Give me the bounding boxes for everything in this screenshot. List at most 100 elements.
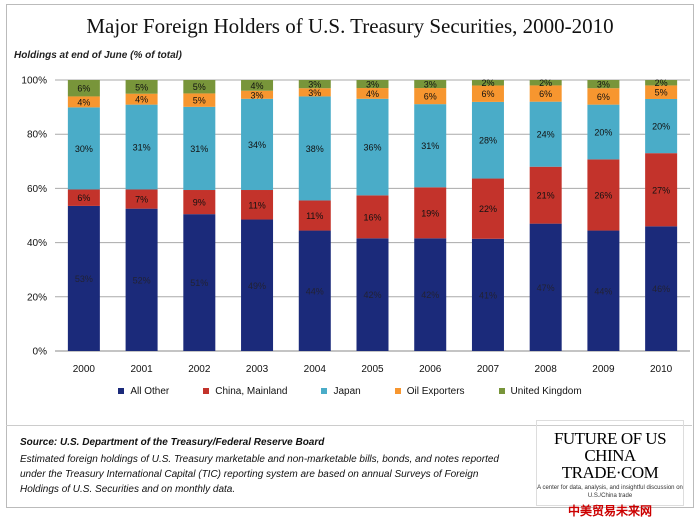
bar-segment: [529, 85, 562, 102]
bar-segment: [645, 153, 678, 227]
data-label: 22%: [479, 204, 497, 214]
bar-segment: [529, 166, 562, 224]
legend-item: Oil Exporters: [394, 386, 465, 397]
bar-segment: [529, 80, 562, 86]
data-label: 31%: [421, 141, 439, 151]
data-label: 4%: [77, 97, 90, 107]
legend-label: China, Mainland: [215, 386, 288, 397]
x-tick-label: 2009: [592, 364, 615, 375]
data-label: 2%: [481, 78, 494, 88]
legend-swatch: [321, 388, 328, 395]
x-tick-label: 2007: [477, 364, 500, 375]
data-label: 6%: [77, 193, 90, 203]
logo-line1: FUTURE OF US: [553, 429, 667, 448]
bar-segment: [298, 96, 331, 201]
bar-segment: [587, 159, 620, 231]
data-label: 3%: [251, 90, 264, 100]
logo-tagline: A center for data, analysis, and insight…: [537, 485, 683, 499]
data-label: 19%: [421, 208, 439, 218]
bar-segment: [241, 90, 274, 99]
data-label: 6%: [481, 89, 494, 99]
legend-item: All Other: [118, 386, 169, 397]
bar-segment: [471, 101, 504, 179]
bar-segment: [125, 189, 158, 209]
bar-segment: [587, 104, 620, 160]
data-label: 49%: [248, 281, 266, 291]
x-tick-label: 2008: [535, 364, 558, 375]
footer: [6, 425, 692, 506]
bar-segment: [125, 104, 158, 190]
bar-segment: [529, 101, 562, 167]
data-label: 3%: [424, 80, 437, 90]
bar-segment: [298, 80, 331, 89]
data-label: 20%: [652, 122, 670, 132]
data-label: 3%: [597, 80, 610, 90]
data-label: 38%: [306, 144, 324, 154]
bar-segment: [471, 85, 504, 102]
bar-segment: [183, 106, 216, 191]
y-axis-label: Holdings at end of June (% of total): [14, 50, 182, 61]
bar-segment: [67, 96, 100, 108]
source-text: Source: U.S. Department of the Treasury/…: [20, 437, 325, 448]
logo-chinese: 中美贸易未来网: [567, 504, 652, 518]
y-tick-label: 20%: [27, 292, 47, 303]
stacked-bar-chart: 0% 20% 40% 60% 80% 100% 53% 6% 30% 4% 6% 2000 52% 7% 3…: [21, 76, 690, 375]
bar-segment: [414, 238, 447, 351]
logo-line2: CHINA TRADE·COM: [561, 446, 659, 482]
bar-segment: [356, 98, 389, 196]
bar-segment: [298, 88, 331, 97]
bar-segment: [125, 80, 158, 94]
data-label: 31%: [190, 144, 208, 154]
legend-item: United Kingdom: [498, 386, 582, 397]
bar-segment: [414, 104, 447, 188]
data-label: 36%: [363, 143, 381, 153]
y-tick-label: 80%: [27, 130, 47, 141]
x-tick-label: 2001: [130, 364, 153, 375]
bar-segment: [645, 98, 678, 154]
data-label: 51%: [190, 278, 208, 288]
bar-segment: [183, 80, 216, 94]
data-label: 9%: [193, 198, 206, 208]
bar-segment: [241, 98, 274, 191]
x-tick-label: 2006: [419, 364, 442, 375]
bar-segment: [67, 80, 100, 97]
legend: All Other China, Mainland Japan Oil Exporte…: [0, 386, 700, 397]
data-label: 20%: [594, 128, 612, 138]
x-tick-label: 2000: [73, 364, 96, 375]
logo: FUTURE OF US CHINA TRADE·COM A center fo…: [536, 420, 684, 518]
data-label: 11%: [306, 211, 323, 221]
bar-segment: [471, 80, 504, 86]
data-label: 5%: [193, 96, 206, 106]
data-label: 46%: [652, 284, 670, 294]
data-label: 44%: [594, 286, 612, 296]
bar-segment: [241, 219, 274, 351]
legend-swatch: [394, 388, 401, 395]
x-tick-label: 2010: [650, 364, 673, 375]
x-tick-label: 2002: [188, 364, 211, 375]
bar-segment: [587, 230, 620, 351]
data-label: 3%: [308, 80, 321, 90]
bar-segment: [356, 238, 389, 351]
y-tick-label: 100%: [21, 76, 47, 87]
bar-segment: [587, 88, 620, 105]
bar-segment: [67, 205, 100, 351]
data-label: 47%: [537, 283, 555, 293]
data-label: 2%: [539, 78, 552, 88]
data-label: 24%: [537, 130, 555, 140]
data-label: 41%: [479, 290, 497, 300]
bar-segment: [471, 238, 504, 351]
data-label: 4%: [366, 89, 379, 99]
data-label: 42%: [363, 290, 381, 300]
data-label: 5%: [193, 82, 206, 92]
bar-segment: [414, 80, 447, 89]
data-label: 6%: [597, 92, 610, 102]
bar-segment: [125, 208, 158, 351]
data-label: 2%: [655, 78, 668, 88]
bar-segment: [356, 195, 389, 239]
bar-segment: [587, 80, 620, 89]
legend-item: Japan: [321, 386, 361, 397]
data-label: 28%: [479, 136, 497, 146]
bar-segment: [356, 80, 389, 89]
bar-segment: [67, 189, 100, 206]
data-label: 6%: [424, 92, 437, 102]
